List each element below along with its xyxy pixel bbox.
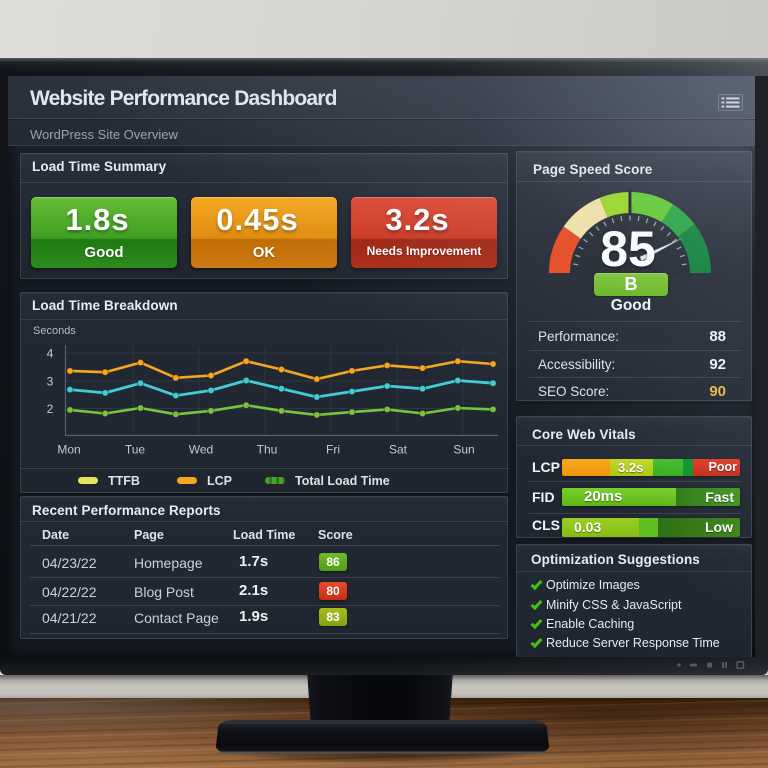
svg-text:Fri: Fri	[326, 443, 340, 457]
svg-text:85: 85	[600, 221, 656, 277]
svg-text:2: 2	[47, 402, 54, 416]
svg-text:Wed: Wed	[189, 443, 213, 457]
svg-text:Thu: Thu	[257, 443, 278, 457]
svg-text:Tue: Tue	[125, 443, 146, 457]
svg-text:Mon: Mon	[57, 443, 80, 457]
svg-text:4: 4	[47, 347, 54, 361]
svg-text:Sat: Sat	[389, 443, 408, 457]
svg-text:3: 3	[47, 375, 54, 389]
svg-text:Sun: Sun	[453, 443, 474, 457]
